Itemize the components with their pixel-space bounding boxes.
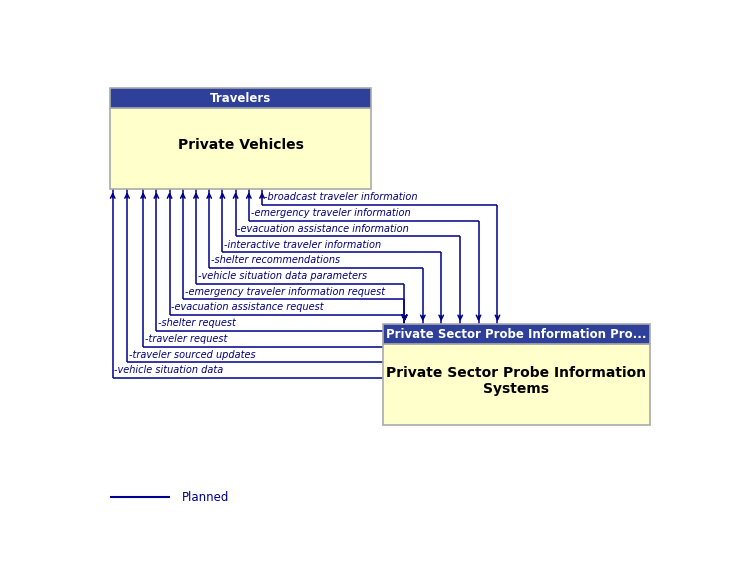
Text: Private Sector Probe Information Pro...: Private Sector Probe Information Pro...: [386, 328, 646, 341]
Text: -evacuation assistance request: -evacuation assistance request: [171, 303, 324, 312]
Text: Planned: Planned: [182, 491, 229, 504]
Bar: [382, 345, 650, 425]
Text: -traveler request: -traveler request: [145, 334, 227, 344]
Text: Private Sector Probe Information
Systems: Private Sector Probe Information Systems: [386, 366, 646, 396]
Bar: [110, 88, 371, 108]
Text: Travelers: Travelers: [210, 92, 271, 105]
Bar: [110, 108, 371, 189]
Bar: [382, 324, 650, 345]
Text: -traveler sourced updates: -traveler sourced updates: [129, 350, 256, 360]
Text: -interactive traveler information: -interactive traveler information: [224, 239, 382, 249]
Text: -emergency traveler information request: -emergency traveler information request: [185, 287, 385, 297]
Text: -emergency traveler information: -emergency traveler information: [250, 208, 411, 218]
Text: -evacuation assistance information: -evacuation assistance information: [237, 224, 409, 234]
Text: -shelter request: -shelter request: [158, 318, 236, 328]
Text: -broadcast traveler information: -broadcast traveler information: [264, 192, 417, 202]
Text: -vehicle situation data parameters: -vehicle situation data parameters: [198, 271, 367, 281]
Text: -shelter recommendations: -shelter recommendations: [211, 255, 340, 265]
Text: Private Vehicles: Private Vehicles: [178, 138, 303, 152]
Text: -vehicle situation data: -vehicle situation data: [114, 366, 224, 376]
